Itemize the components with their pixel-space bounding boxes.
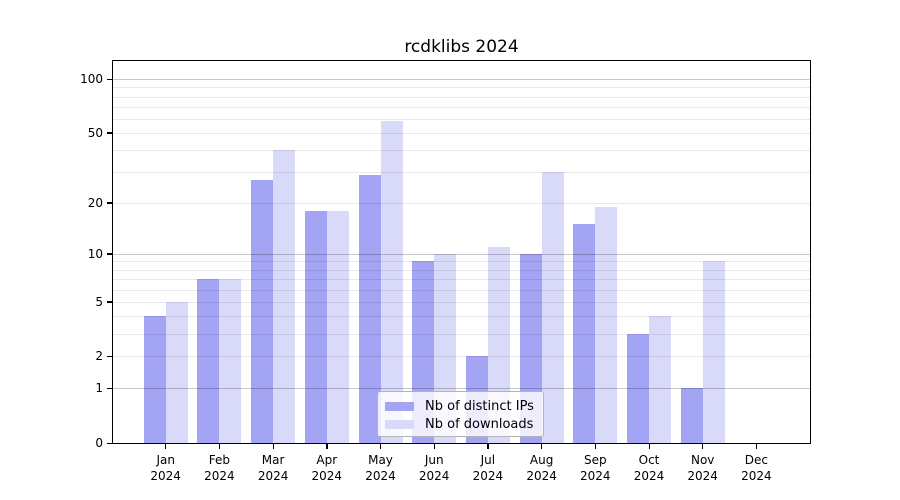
x-tick-mark (487, 443, 489, 449)
y-tick-mark (107, 78, 113, 80)
y-tick-label: 50 (87, 125, 103, 140)
bar-distinct-ips (143, 316, 166, 443)
gridline (113, 172, 810, 174)
legend-item-downloads: Nb of downloads (385, 415, 533, 433)
legend-label-distinct-ips: Nb of distinct IPs (425, 398, 534, 414)
y-tick-label: 10 (87, 246, 103, 261)
plot-area (112, 60, 811, 444)
gridline (113, 269, 810, 271)
gridline (113, 261, 810, 263)
x-tick-mark (165, 443, 167, 449)
y-tick-label: 20 (87, 195, 103, 210)
bar-downloads (702, 261, 725, 443)
x-tick-label: May 2024 (365, 453, 396, 483)
bar-downloads (380, 121, 403, 443)
y-tick-mark (107, 301, 113, 303)
bar-downloads (595, 206, 618, 443)
gridline (113, 118, 810, 120)
x-tick-mark (218, 443, 221, 449)
gridline (113, 87, 810, 89)
x-tick-mark (648, 443, 650, 449)
x-tick-mark (755, 443, 758, 449)
gridline (113, 333, 810, 335)
x-tick-label: Jun 2024 (418, 453, 450, 483)
x-tick-label: Dec 2024 (741, 453, 772, 483)
x-tick-mark (541, 443, 543, 449)
bar-distinct-ips (573, 224, 596, 443)
legend-item-distinct-ips: Nb of distinct IPs (385, 397, 534, 415)
y-tick-mark (107, 253, 113, 255)
x-tick-label: Mar 2024 (257, 453, 289, 483)
gridline (113, 106, 810, 108)
x-tick-label: Jan 2024 (150, 453, 181, 483)
x-tick-label: Sep 2024 (580, 453, 611, 483)
y-tick-mark (107, 387, 113, 390)
x-tick-label: Jul 2024 (472, 453, 504, 483)
gridline (113, 150, 810, 152)
bar-distinct-ips (197, 279, 220, 443)
y-tick-label: 100 (80, 72, 103, 87)
gridline (113, 96, 810, 98)
y-tick-label: 0 (95, 436, 103, 450)
gridline (113, 132, 810, 134)
legend-swatch-distinct-ips (385, 401, 414, 411)
x-tick-mark (594, 443, 597, 449)
x-tick-mark (702, 443, 704, 449)
x-tick-label: Oct 2024 (633, 453, 665, 483)
y-tick-mark (107, 202, 113, 204)
bar-distinct-ips (358, 174, 381, 443)
gridline (113, 316, 810, 318)
x-tick-label: Apr 2024 (311, 453, 343, 483)
bar-distinct-ips (304, 210, 327, 443)
bar-distinct-ips (627, 333, 649, 443)
gridline (113, 301, 810, 303)
y-tick-label: 1 (95, 381, 103, 396)
legend-label-downloads: Nb of downloads (425, 416, 534, 432)
bar-distinct-ips (251, 180, 274, 443)
legend-swatch-downloads (385, 419, 414, 429)
bar-downloads (541, 172, 564, 443)
chart-title: rcdklibs 2024 (404, 37, 519, 57)
gridline (113, 356, 810, 358)
grid-layer (113, 61, 810, 443)
y-tick-mark (107, 355, 113, 358)
gridline (113, 253, 810, 255)
x-tick-label: Aug 2024 (526, 453, 557, 483)
bar-downloads (165, 301, 188, 443)
gridline (113, 79, 810, 81)
bar-downloads (219, 279, 242, 443)
gridline (113, 388, 810, 390)
x-tick-mark (380, 443, 382, 449)
legend: Nb of distinct IPs Nb of downloads (377, 391, 544, 437)
x-tick-label: Nov 2024 (687, 453, 718, 483)
x-tick-mark (272, 443, 274, 449)
y-tick-label: 5 (95, 294, 103, 309)
x-tick-label: Feb 2024 (204, 453, 235, 483)
bar-downloads (649, 316, 671, 443)
x-tick-mark (433, 443, 435, 449)
y-tick-label: 2 (95, 349, 103, 364)
gridline (113, 289, 810, 291)
bar-downloads (273, 150, 296, 443)
bar-distinct-ips (680, 388, 703, 443)
x-tick-mark (326, 443, 328, 449)
gridline (113, 202, 810, 204)
gridline (113, 279, 810, 280)
y-tick-mark (107, 132, 113, 134)
bar-downloads (326, 210, 349, 443)
y-tick-mark (107, 442, 113, 444)
